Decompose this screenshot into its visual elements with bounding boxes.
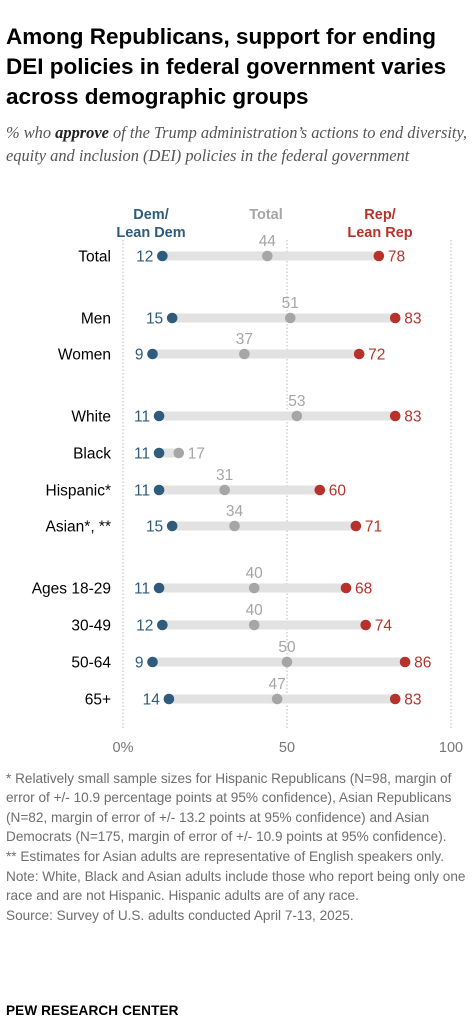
total-dot [291, 410, 303, 422]
total-value-label: 47 [269, 676, 286, 693]
total-value-label: 37 [236, 331, 253, 348]
rep-dot [314, 484, 326, 496]
total-dot [281, 656, 293, 668]
dem-value-label: 9 [135, 347, 144, 364]
rep-dot [350, 520, 362, 532]
total-value-label: 44 [259, 233, 277, 250]
total-dot [284, 312, 296, 324]
dem-dot [153, 410, 165, 422]
brand-logo-text: PEW RESEARCH CENTER [6, 1003, 179, 1018]
rep-value-label: 60 [329, 483, 347, 500]
total-dot [248, 619, 260, 631]
row-label: 65+ [85, 692, 111, 709]
dem-dot [163, 693, 175, 705]
legend-label-rep: Lean Rep [347, 225, 412, 241]
chart-subtitle: % who approve of the Trump administratio… [6, 121, 468, 167]
rep-value-label: 86 [414, 655, 431, 672]
dem-value-label: 11 [134, 483, 150, 500]
x-tick-label: 0% [113, 740, 134, 756]
row-label: Women [58, 347, 111, 364]
rep-value-label: 68 [355, 581, 372, 598]
dem-value-label: 14 [143, 692, 161, 709]
total-dot [239, 348, 250, 360]
row-label: Black [73, 446, 111, 463]
rep-value-label: 83 [404, 692, 421, 709]
dem-dot [166, 312, 178, 324]
subtitle-suffix: of the Trump administration’s actions to… [6, 123, 467, 165]
x-tick-label: 100 [439, 740, 463, 756]
rep-value-label: 72 [368, 347, 385, 364]
x-tick-label: 50 [279, 740, 295, 756]
row-label: 30-49 [71, 618, 111, 635]
rep-dot [373, 250, 385, 262]
dem-value-label: 12 [136, 249, 153, 266]
subtitle-emphasis: approve [55, 123, 109, 142]
total-dot [271, 693, 283, 705]
row-label: Asian*, ** [46, 519, 111, 536]
rep-value-label: 71 [365, 519, 382, 536]
dem-value-label: 9 [135, 655, 144, 672]
dem-value-label: 12 [136, 618, 153, 635]
dem-dot [157, 250, 168, 262]
total-dot [248, 582, 260, 594]
footnote-asterisk: * Relatively small sample sizes for Hisp… [6, 771, 452, 845]
total-dot [173, 447, 185, 459]
dem-dot [153, 582, 165, 594]
rep-dot [360, 619, 372, 631]
total-value-label: 31 [216, 467, 233, 484]
total-value-label: 40 [246, 565, 264, 582]
rep-dot [399, 656, 411, 668]
row-label: 50-64 [71, 655, 111, 672]
rep-value-label: 83 [404, 311, 421, 328]
row-label: Men [81, 311, 111, 328]
dot-plot-chart: 0% 50 100 Dem/Lean Dem Total Rep/Lean Rep Tota… [32, 207, 463, 756]
legend-label-dem: Dem/ [133, 207, 168, 223]
rep-value-label: 83 [404, 409, 421, 426]
total-dot [229, 520, 240, 532]
legend-label-total: Total [249, 207, 283, 223]
footnotes: * Relatively small sample sizes for Hisp… [6, 769, 468, 925]
rep-dot [340, 582, 352, 594]
rep-dot [353, 348, 365, 360]
row-label: Hispanic* [46, 483, 111, 500]
dem-dot [153, 484, 165, 496]
rep-dot [389, 693, 401, 705]
dem-dot [147, 656, 158, 668]
total-value-label: 34 [226, 503, 244, 520]
rep-dot [389, 410, 401, 422]
footnote-note: Note: White, Black and Asian adults incl… [6, 869, 466, 904]
dem-dot [153, 447, 165, 459]
dem-dot [157, 619, 168, 631]
footnote-double-asterisk: ** Estimates for Asian adults are repres… [6, 848, 444, 864]
dem-value-label: 11 [134, 581, 150, 598]
total-value-label: 50 [278, 639, 296, 656]
rep-value-label: 74 [375, 618, 393, 635]
rep-value-label: 78 [388, 249, 405, 266]
row-label: Ages 18-29 [32, 581, 111, 598]
footnote-source: Source: Survey of U.S. adults conducted … [6, 907, 354, 923]
total-value-label: 51 [282, 295, 299, 312]
chart-title: Among Republicans, support for ending DE… [6, 24, 447, 109]
dem-value-label: 15 [146, 311, 163, 328]
dem-dot [147, 348, 158, 360]
subtitle-prefix: % who [6, 123, 56, 142]
total-value-label: 40 [246, 602, 264, 619]
dem-dot [166, 520, 178, 532]
row-label: Total [78, 249, 111, 266]
legend-label-rep: Rep/ [364, 207, 395, 223]
row-label: White [71, 409, 111, 426]
dem-value-label: 11 [134, 409, 150, 426]
total-value-label: 53 [288, 393, 305, 410]
total-value-label: 17 [188, 446, 205, 463]
total-dot [219, 484, 230, 496]
legend-label-dem: Lean Dem [116, 225, 185, 241]
dem-value-label: 11 [134, 446, 150, 463]
dem-value-label: 15 [146, 519, 163, 536]
total-dot [262, 250, 273, 262]
rep-dot [389, 312, 401, 324]
